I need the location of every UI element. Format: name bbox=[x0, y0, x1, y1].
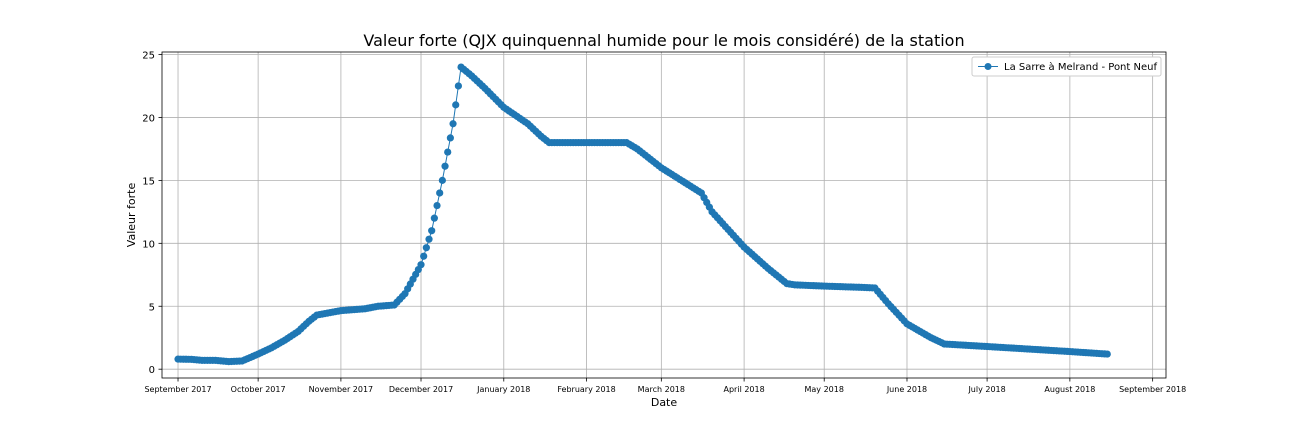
x-tick-label: March 2018 bbox=[638, 385, 685, 394]
plot-frame bbox=[161, 51, 1167, 379]
y-tick-label: 0 bbox=[149, 365, 155, 376]
data-point bbox=[452, 101, 460, 109]
x-tick-label: January 2018 bbox=[476, 385, 530, 394]
data-point bbox=[446, 134, 454, 142]
data-point bbox=[428, 227, 436, 235]
y-tick-label: 25 bbox=[142, 51, 155, 62]
data-point bbox=[420, 252, 428, 260]
data-point bbox=[449, 120, 457, 128]
data-point bbox=[417, 261, 425, 269]
data-point bbox=[430, 214, 438, 222]
x-tick-label: April 2018 bbox=[724, 385, 765, 394]
y-tick-label: 5 bbox=[149, 302, 155, 313]
chart-title: Valeur forte (QJX quinquennal humide pou… bbox=[363, 31, 964, 50]
x-tick-label: June 2018 bbox=[886, 385, 927, 394]
data-point bbox=[436, 189, 444, 197]
x-tick-label: August 2018 bbox=[1044, 385, 1095, 394]
x-axis-label: Date bbox=[651, 396, 678, 409]
legend-marker-swatch bbox=[984, 63, 992, 70]
data-point bbox=[433, 201, 441, 210]
y-tick-label: 20 bbox=[142, 113, 155, 124]
y-axis-label: Valeur forte bbox=[125, 183, 138, 248]
legend-box bbox=[971, 56, 1162, 77]
x-tick-label: September 2018 bbox=[1119, 385, 1186, 394]
grid bbox=[162, 52, 1166, 378]
data-point bbox=[454, 82, 462, 90]
y-tick-label: 15 bbox=[142, 176, 155, 187]
data-point bbox=[422, 244, 430, 252]
legend: La Sarre à Melrand - Pont Neuf bbox=[971, 56, 1162, 77]
legend-entry-label: La Sarre à Melrand - Pont Neuf bbox=[1004, 61, 1157, 73]
series-marker-layer bbox=[174, 63, 1111, 366]
data-point bbox=[444, 148, 452, 156]
data-point bbox=[438, 176, 446, 184]
x-tick-label: September 2017 bbox=[144, 385, 211, 394]
x-tick-label: December 2017 bbox=[389, 385, 453, 394]
x-tick-label: November 2017 bbox=[309, 385, 374, 394]
y-tick-label: 10 bbox=[142, 239, 155, 250]
data-point bbox=[441, 162, 449, 170]
x-tick-label: July 2018 bbox=[967, 385, 1005, 394]
x-tick-label: October 2017 bbox=[231, 385, 286, 394]
data-point bbox=[1103, 350, 1111, 358]
data-point bbox=[425, 235, 433, 243]
x-tick-label: May 2018 bbox=[804, 385, 843, 394]
y-axis: 0 5 10 15 20 25 bbox=[142, 51, 162, 376]
x-axis: September 2017 October 2017 November 2017 D… bbox=[144, 378, 1186, 394]
x-tick-label: February 2018 bbox=[557, 385, 615, 394]
